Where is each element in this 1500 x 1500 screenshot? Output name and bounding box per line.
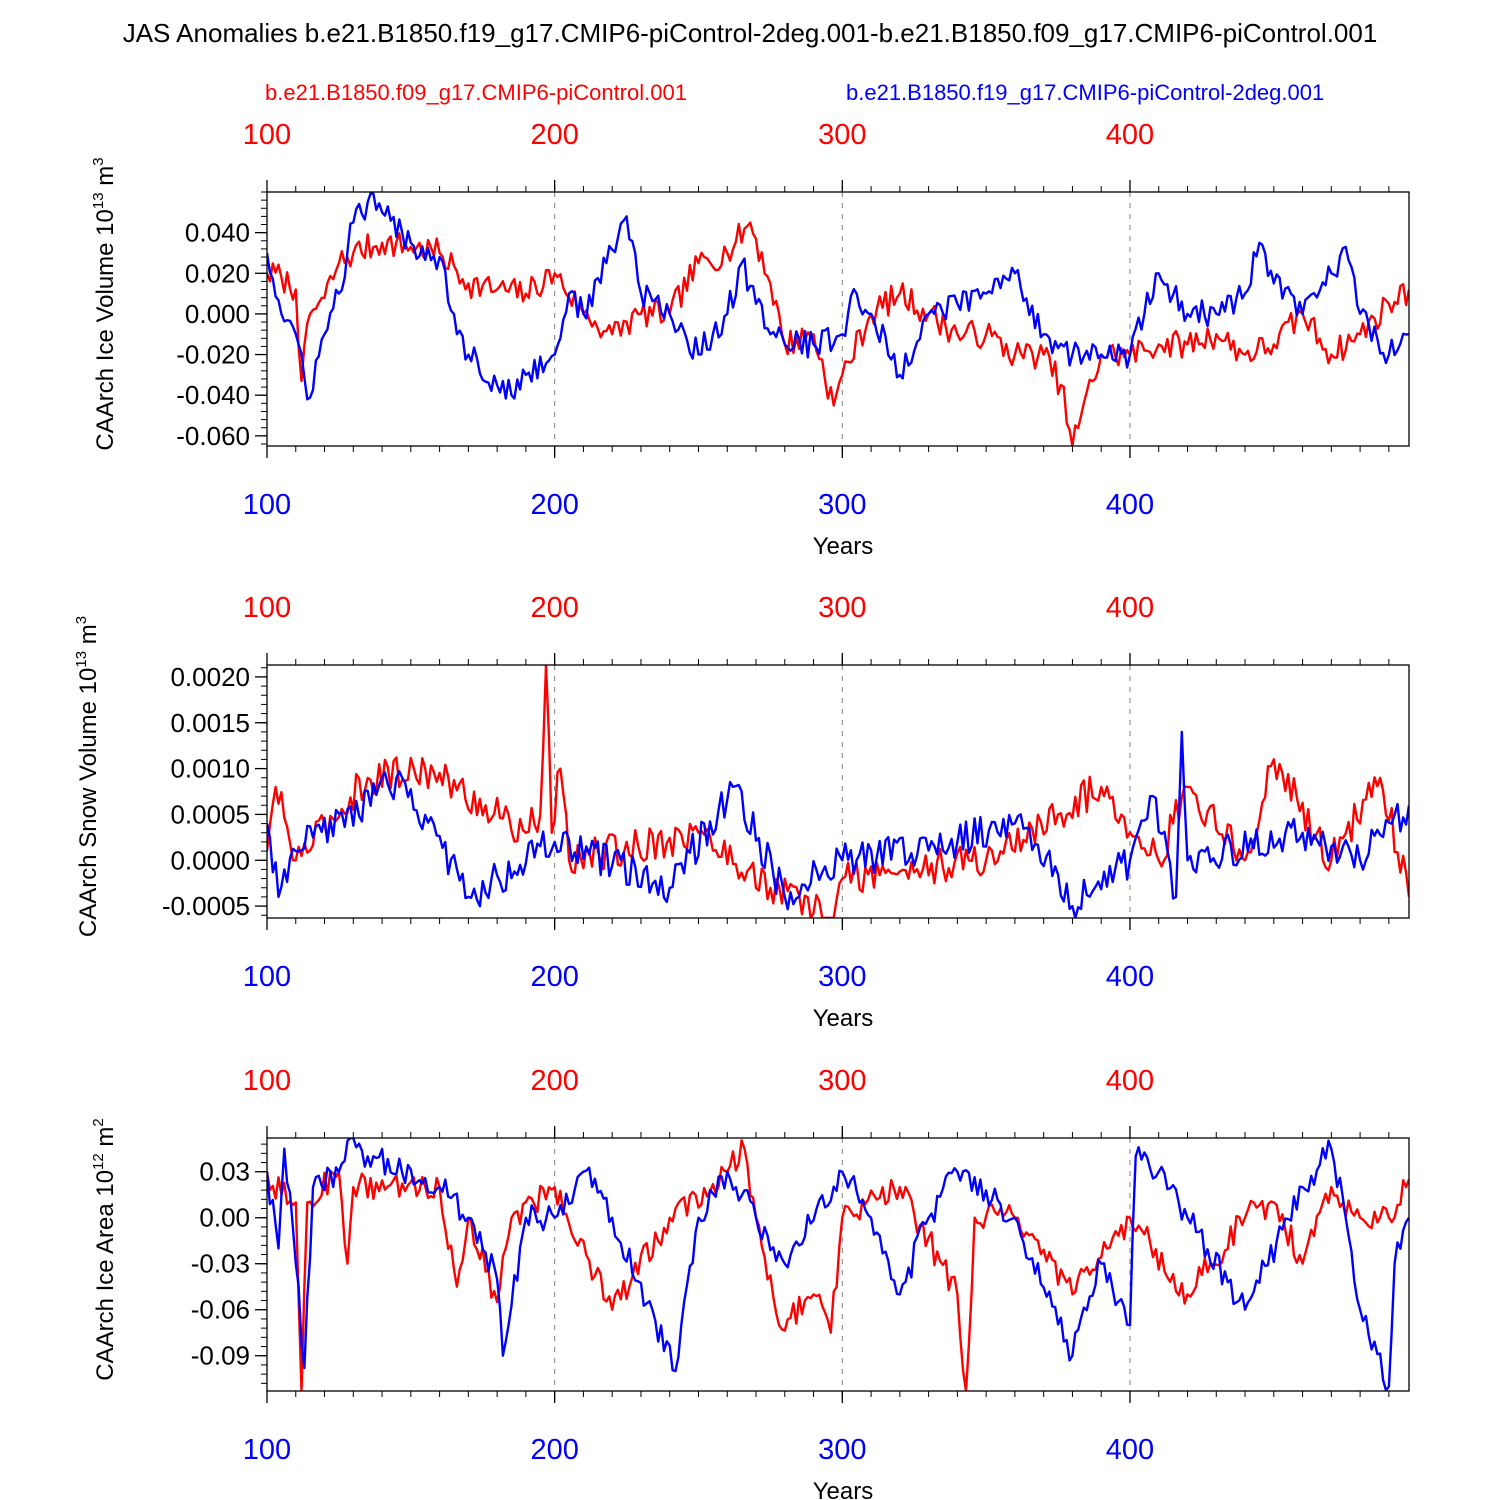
x-tick-label-top: 300: [818, 1065, 866, 1097]
x-tick-label-bottom: 200: [530, 1434, 578, 1466]
series-line-blue: [267, 192, 1409, 401]
y-tick-label: 0.000: [185, 299, 250, 329]
y-tick-label: -0.09: [191, 1341, 250, 1371]
plot-frame: [266, 1137, 1410, 1392]
y-tick-label: -0.020: [176, 340, 250, 370]
y-axis-title-superscript: 3: [73, 616, 90, 624]
y-tick-label: 0.040: [185, 218, 250, 248]
y-axis-title-superscript: 2: [90, 1118, 107, 1126]
x-tick-label-top: 300: [818, 119, 866, 151]
y-axis-title-superscript: 13: [90, 192, 107, 209]
x-tick-label-top: 400: [1106, 592, 1154, 624]
y-tick-label: 0.020: [185, 258, 250, 288]
x-tick-label-top: 200: [530, 592, 578, 624]
x-tick-label-top: 400: [1106, 119, 1154, 151]
y-tick-label: 0.0005: [170, 799, 250, 829]
x-tick-label-top: 100: [243, 592, 291, 624]
y-axis-title-text: CAArch Ice Area 10: [92, 1170, 119, 1381]
series-line-red: [267, 221, 1409, 446]
y-tick-label: 0.00: [199, 1203, 250, 1233]
x-tick-label-bottom: 200: [530, 961, 578, 993]
series-line-blue: [267, 730, 1409, 918]
y-tick-label: -0.06: [191, 1295, 250, 1325]
x-tick-label-bottom: 100: [243, 961, 291, 993]
x-tick-label-top: 200: [530, 119, 578, 151]
y-tick-label: 0.0010: [170, 754, 250, 784]
y-axis-title-text: CAArch Ice Volume 10: [92, 209, 119, 450]
x-tick-label-bottom: 100: [243, 489, 291, 521]
y-axis-title-text: m: [75, 624, 102, 651]
x-axis-title: Years: [813, 1478, 874, 1500]
x-tick-label-top: 400: [1106, 1065, 1154, 1097]
y-axis-title: CAArch Ice Volume 1013 m3: [90, 157, 119, 450]
page-title: JAS Anomalies b.e21.B1850.f19_g17.CMIP6-…: [122, 18, 1378, 48]
x-tick-label-top: 100: [243, 119, 291, 151]
x-axis-title: Years: [813, 533, 874, 560]
y-axis-title-text: m: [92, 1127, 119, 1154]
y-axis-title-superscript: 12: [90, 1153, 107, 1170]
y-axis-title-superscript: 3: [90, 157, 107, 165]
x-tick-label-bottom: 400: [1106, 1434, 1154, 1466]
series-line-red: [267, 665, 1409, 918]
x-tick-label-bottom: 300: [818, 1434, 866, 1466]
x-tick-label-bottom: 300: [818, 489, 866, 521]
chart-panel-3: 0.03 0.00 -0.03 -0.06 -0.09 100 100 200 200 300 30…: [90, 1065, 1410, 1500]
y-tick-label: 0.0000: [170, 845, 250, 875]
y-tick-label: -0.0005: [162, 891, 250, 921]
y-tick-label: 0.03: [199, 1157, 250, 1187]
y-axis-title-text: m: [92, 166, 119, 193]
y-axis-title-superscript: 13: [73, 651, 90, 668]
y-tick-label: 0.0015: [170, 708, 250, 738]
x-tick-label-bottom: 400: [1106, 489, 1154, 521]
y-tick-label: -0.060: [176, 421, 250, 451]
series-line-blue: [267, 1138, 1409, 1391]
y-tick-label: -0.040: [176, 380, 250, 410]
y-axis-title-text: CAArch Snow Volume 10: [75, 668, 102, 937]
x-tick-label-bottom: 200: [530, 489, 578, 521]
series-line-red: [267, 1139, 1409, 1391]
x-tick-label-bottom: 300: [818, 961, 866, 993]
legend-red-series: b.e21.B1850.f09_g17.CMIP6-piControl.001: [265, 80, 687, 105]
x-axis-title: Years: [813, 1005, 874, 1032]
x-tick-label-top: 200: [530, 1065, 578, 1097]
x-tick-label-top: 300: [818, 592, 866, 624]
plot-frame: [266, 664, 1410, 919]
x-tick-label-bottom: 400: [1106, 961, 1154, 993]
y-axis-title: CAArch Ice Area 1012 m2: [90, 1118, 119, 1380]
x-tick-label-bottom: 100: [243, 1434, 291, 1466]
y-axis-title: CAArch Snow Volume 1013 m3: [73, 616, 102, 937]
legend-blue-series: b.e21.B1850.f19_g17.CMIP6-piControl-2deg…: [846, 80, 1325, 105]
y-tick-label: -0.03: [191, 1249, 250, 1279]
chart-panel-1: 0.040 0.020 0.000 -0.020 -0.040 -0.060 100 100 2…: [90, 119, 1410, 560]
x-tick-label-top: 100: [243, 1065, 291, 1097]
chart-panel-2: 0.0020 0.0015 0.0010 0.0005 0.0000 -0.0005 100…: [73, 592, 1410, 1032]
plot-frame: [266, 191, 1410, 447]
y-tick-label: 0.0020: [170, 662, 250, 692]
